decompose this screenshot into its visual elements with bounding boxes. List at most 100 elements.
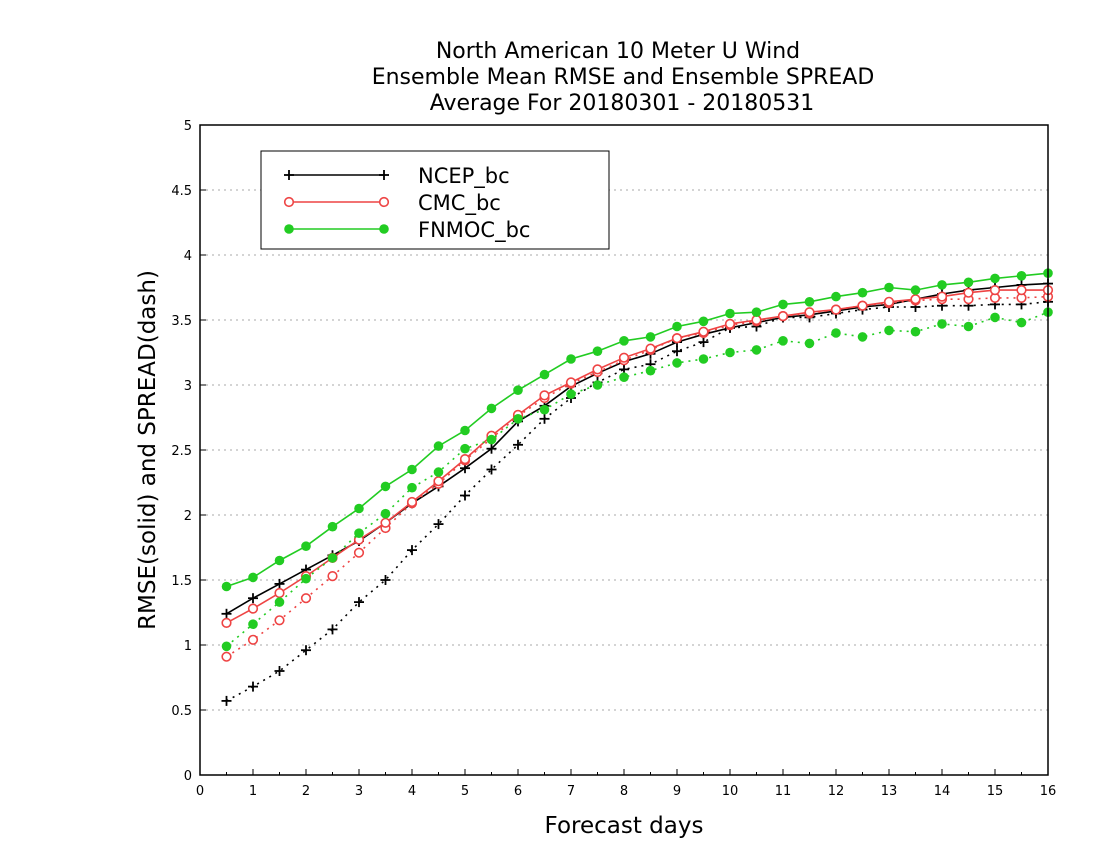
legend-marker-left-ncep-bc: [284, 170, 294, 180]
y-tick-label-0: 0: [184, 769, 192, 784]
series-fnmoc-bc-rmse-point-20: [751, 307, 762, 318]
series-ncep-bc-spread-point-1: [248, 681, 258, 692]
series-cmc-bc-rmse-point-29: [989, 285, 1001, 296]
y-tick-label-5: 2.5: [171, 444, 192, 459]
series-fnmoc-bc-rmse-point-11: [513, 385, 523, 396]
series-ncep-bc-spread-point-10: [486, 464, 497, 475]
series-fnmoc-bc-rmse-point-18: [698, 316, 709, 327]
series-cmc-bc-spread-point-1: [247, 634, 259, 645]
series-ncep-bc-spread-point-5: [354, 597, 364, 608]
series-fnmoc-bc-spread-point-22: [804, 338, 815, 349]
series-ncep-bc-spread-point-3: [301, 645, 311, 656]
series-fnmoc-bc-spread-point-20: [751, 345, 762, 355]
series-fnmoc-bc-spread-point-24: [857, 332, 868, 342]
x-axis-title: Forecast days: [545, 813, 704, 839]
series-fnmoc-bc-spread-point-19: [725, 347, 735, 358]
series-cmc-bc-spread-point-3: [300, 593, 312, 604]
legend-marker-left-cmc-bc: [283, 196, 295, 208]
series-fnmoc-bc-spread-point-17: [672, 358, 682, 368]
series-cmc-bc-rmse-point-15: [618, 352, 630, 363]
y-tick-label-9: 4.5: [171, 184, 192, 199]
series-cmc-bc-spread-point-5: [353, 547, 365, 558]
series-fnmoc-bc-spread-point-11: [513, 414, 523, 424]
x-tick-label-9: 9: [673, 784, 681, 799]
series-fnmoc-bc-spread-point-6: [380, 508, 391, 519]
series-fnmoc-bc-rmse-point-1: [248, 572, 258, 583]
x-tick-label-6: 6: [514, 784, 522, 799]
series-cmc-bc-rmse-point-21: [777, 311, 789, 322]
x-tick-label-12: 12: [828, 784, 845, 799]
series-cmc-bc-spread-point-0: [221, 651, 232, 662]
series-fnmoc-bc-rmse-point-25: [884, 282, 894, 293]
y-tick-label-6: 3: [184, 379, 192, 394]
series-fnmoc-bc-spread-point-18: [698, 354, 709, 364]
series-ncep-bc-spread-point-7: [407, 545, 417, 556]
x-tick-label-4: 4: [408, 784, 416, 799]
series-cmc-bc-rmse-point-18: [698, 326, 709, 337]
series-fnmoc-bc-rmse-point-21: [778, 299, 788, 310]
series-fnmoc-bc-rmse-point-12: [539, 369, 550, 380]
series-ncep-bc-spread-point-0: [221, 695, 232, 706]
series-fnmoc-bc-spread-point-13: [566, 389, 576, 399]
x-tick-label-0: 0: [196, 784, 204, 799]
series-fnmoc-bc-rmse-point-15: [619, 336, 629, 346]
y-tick-label-2: 1: [184, 639, 192, 654]
chart-title: North American 10 Meter U Wind Ensemble …: [372, 39, 875, 116]
series-fnmoc-bc-spread-point-5: [354, 528, 364, 538]
series-fnmoc-bc-rmse-point-17: [672, 321, 682, 332]
series-fnmoc-bc-rmse-point-0: [221, 581, 232, 592]
y-tick-label-4: 2: [184, 509, 192, 524]
series-cmc-bc-rmse-point-25: [883, 296, 895, 307]
series-cmc-bc-rmse-point-26: [910, 294, 921, 305]
series-cmc-bc-rmse-point-30: [1016, 285, 1027, 296]
x-tick-label-7: 7: [567, 784, 575, 799]
series-fnmoc-bc-rmse-point-30: [1016, 271, 1027, 281]
series-fnmoc-bc-rmse-point-10: [486, 403, 497, 414]
series-fnmoc-bc-rmse-point-16: [645, 332, 656, 342]
series-fnmoc-bc-rmse-point-28: [963, 277, 974, 288]
chart-title-line-2: Ensemble Mean RMSE and Ensemble SPREAD: [372, 65, 875, 90]
x-tick-label-8: 8: [620, 784, 628, 799]
legend-marker-left-fnmoc-bc: [284, 224, 294, 234]
series-cmc-bc-rmse-point-8: [433, 476, 444, 487]
series-cmc-bc-rmse-point-9: [459, 454, 471, 465]
series-fnmoc-bc-spread-point-4: [327, 553, 338, 563]
plot-series: [221, 268, 1054, 706]
series-cmc-bc-rmse-point-17: [671, 333, 683, 344]
series-cmc-bc-rmse-point-27: [936, 291, 948, 302]
series-fnmoc-bc-rmse-point-26: [910, 285, 921, 295]
series-cmc-bc-rmse-point-16: [645, 343, 656, 354]
x-tick-label-14: 14: [934, 784, 951, 799]
series-ncep-bc-rmse-point-0: [221, 608, 232, 619]
series-fnmoc-bc-spread-point-23: [831, 328, 841, 338]
y-tick-label-3: 1.5: [171, 574, 192, 589]
series-ncep-bc-spread-point-4: [327, 624, 338, 635]
series-fnmoc-bc-rmse-point-22: [804, 297, 815, 307]
legend-marker-right-ncep-bc: [379, 170, 389, 180]
legend-label-ncep-bc: NCEP_bc: [418, 164, 510, 189]
x-tick-label-3: 3: [355, 784, 363, 799]
series-cmc-bc-rmse-point-23: [830, 304, 842, 315]
series-ncep-bc-spread-point-6: [380, 575, 391, 585]
x-tick-label-16: 16: [1040, 784, 1057, 799]
y-tick-label-7: 3.5: [171, 314, 192, 329]
series-cmc-bc-rmse-point-2: [274, 587, 285, 599]
series-fnmoc-bc-spread-point-29: [990, 312, 1000, 323]
series-fnmoc-bc-rmse-point-29: [990, 273, 1000, 284]
series-fnmoc-bc-rmse-point-24: [857, 287, 868, 298]
series-fnmoc-bc-spread-point-1: [248, 619, 258, 629]
x-tick-label-2: 2: [302, 784, 310, 799]
series-ncep-bc-spread-point-8: [433, 519, 444, 530]
series-ncep-bc-spread-point-11: [513, 439, 523, 450]
series-fnmoc-bc-rmse-point-5: [354, 503, 364, 514]
series-cmc-bc-rmse-point-24: [857, 300, 868, 311]
series-fnmoc-bc-spread-point-21: [778, 336, 788, 346]
series-fnmoc-bc-spread-point-12: [539, 404, 550, 415]
y-tick-label-8: 4: [184, 249, 192, 264]
series-fnmoc-bc-spread-point-2: [274, 597, 285, 607]
series-fnmoc-bc-spread-point-25: [884, 325, 894, 336]
series-cmc-bc-rmse-point-22: [804, 307, 815, 318]
series-cmc-bc-spread-point-4: [327, 570, 338, 582]
